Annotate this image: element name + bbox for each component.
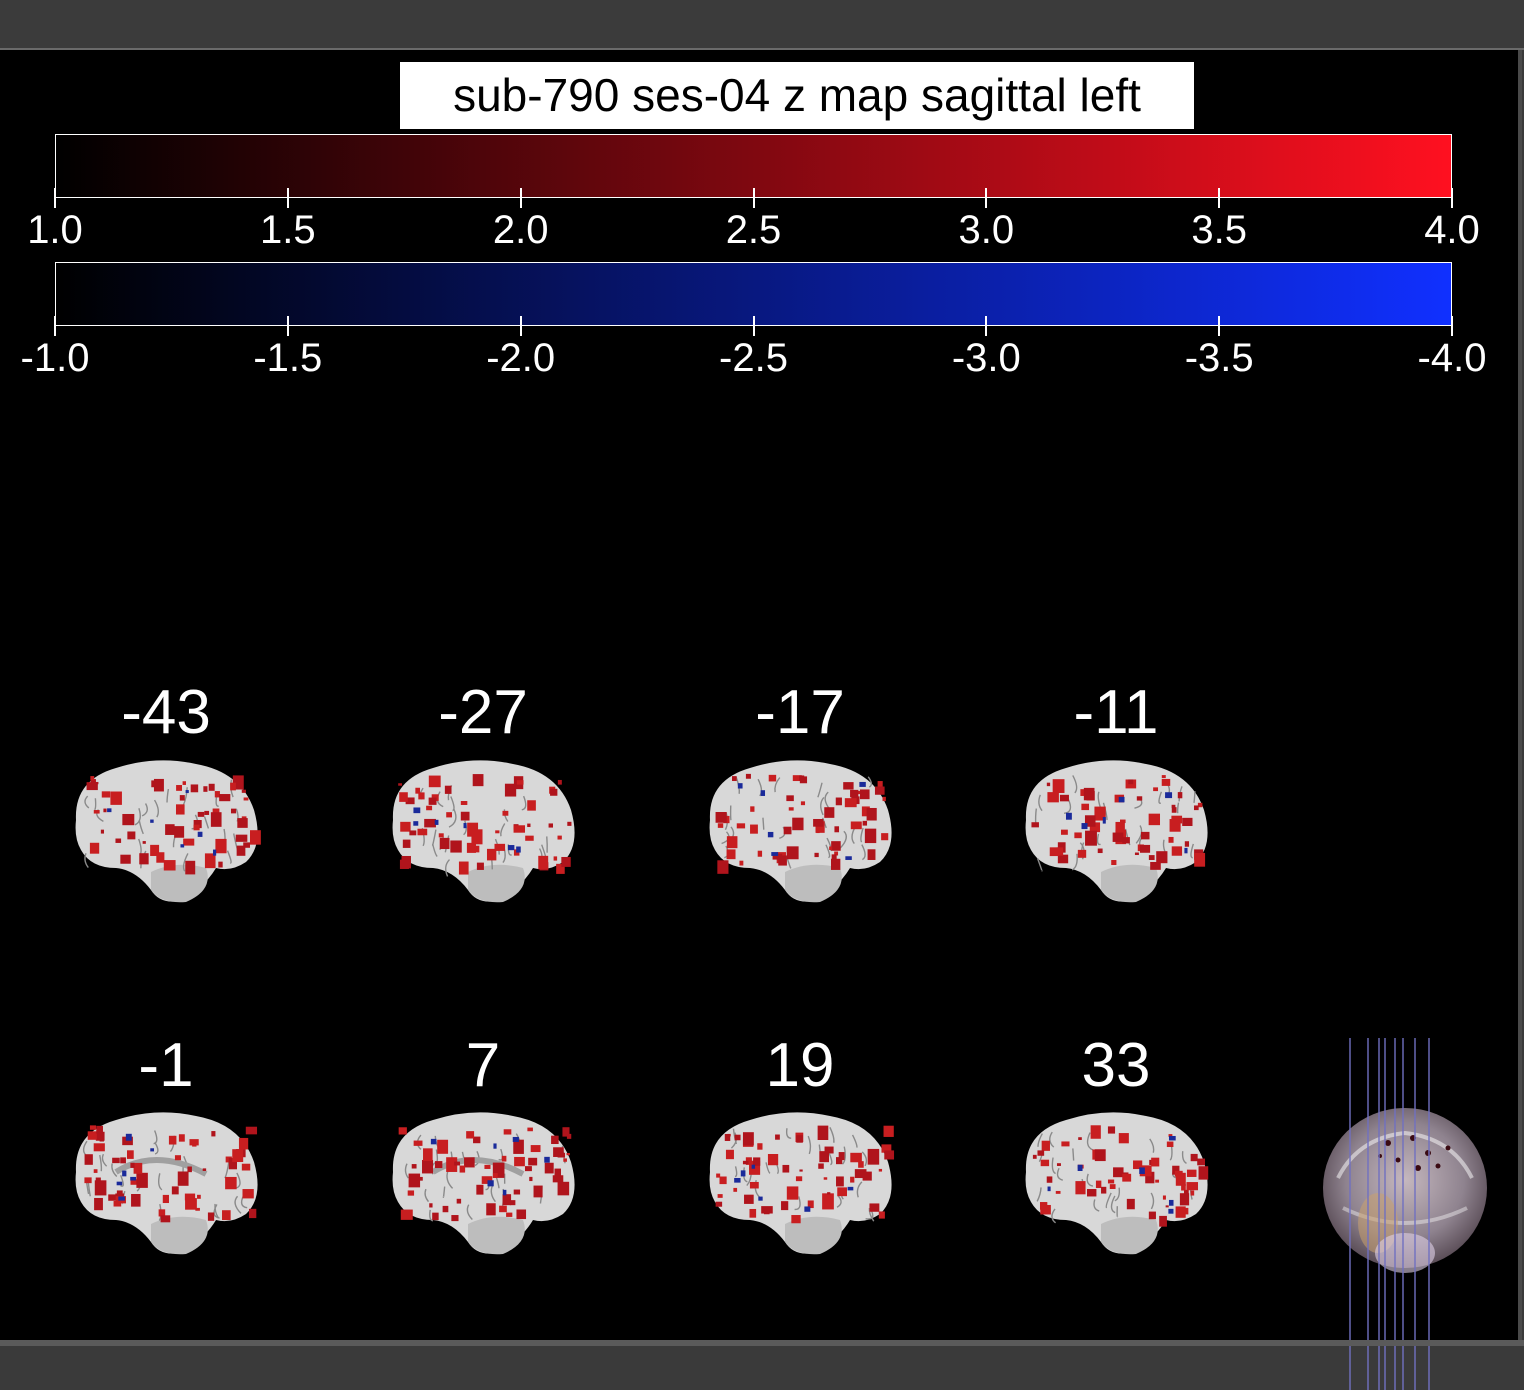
positive-colorbar-tick <box>286 188 289 208</box>
sagittal-brain-slice <box>373 750 593 915</box>
slice-coordinate-label: -27 <box>438 678 528 747</box>
sagittal-brain-slice <box>690 1102 910 1267</box>
positive-colorbar-tick-label: 1.0 <box>27 208 83 252</box>
negative-colorbar-tick-label: -3.5 <box>1184 336 1254 380</box>
positive-colorbar-tick <box>985 188 988 208</box>
negative-colorbar-tick-label: -1.0 <box>20 336 90 380</box>
glass-brain-overview-icon <box>1323 1038 1487 1390</box>
negative-colorbar-tick <box>519 316 522 336</box>
positive-colorbar <box>55 134 1452 198</box>
positive-colorbar-tick <box>519 188 522 208</box>
figure-title: sub-790 ses-04 z map sagittal left <box>400 62 1194 129</box>
sagittal-brain-slice <box>1006 750 1226 915</box>
negative-colorbar-tick <box>752 316 755 336</box>
negative-colorbar-tick-label: -1.5 <box>253 336 323 380</box>
slice-coordinate-label: -43 <box>121 678 211 747</box>
negative-colorbar-tick-label: -2.0 <box>486 336 556 380</box>
positive-colorbar-tick <box>1451 188 1453 208</box>
slice-coordinate-label: -1 <box>138 1031 194 1100</box>
window-title-bar <box>0 0 1524 50</box>
negative-colorbar-tick <box>286 316 289 336</box>
positive-colorbar-tick-label: 3.5 <box>1191 208 1247 252</box>
negative-colorbar-tick <box>1451 316 1453 336</box>
positive-colorbar-tick <box>1218 188 1221 208</box>
negative-colorbar-tick-label: -4.0 <box>1417 336 1487 380</box>
status-bar <box>0 1340 1524 1346</box>
sagittal-brain-slice <box>690 750 910 915</box>
positive-colorbar-tick-label: 4.0 <box>1424 208 1480 252</box>
negative-colorbar <box>55 262 1452 326</box>
positive-colorbar-tick <box>54 188 56 208</box>
negative-colorbar-tick-label: -2.5 <box>719 336 788 380</box>
positive-colorbar-tick-label: 1.5 <box>260 208 316 252</box>
slice-coordinate-label: 33 <box>1081 1031 1151 1100</box>
slice-coordinate-label: 7 <box>465 1031 501 1100</box>
slice-coordinate-label: -17 <box>755 678 845 747</box>
sagittal-brain-slice <box>1006 1102 1226 1267</box>
negative-colorbar-tick <box>985 316 988 336</box>
slice-viewer-canvas[interactable]: sub-790 ses-04 z map sagittal left 1.0 1.… <box>0 50 1522 1390</box>
negative-colorbar-tick <box>54 316 56 336</box>
negative-colorbar-tick <box>1218 316 1221 336</box>
positive-colorbar-tick-label: 2.0 <box>492 208 549 252</box>
sagittal-brain-slice <box>56 1102 276 1267</box>
sagittal-brain-slice <box>373 1102 593 1267</box>
sagittal-brain-slice <box>56 750 276 915</box>
positive-colorbar-tick <box>752 188 755 208</box>
positive-colorbar-tick-label: 2.5 <box>725 208 782 252</box>
slice-coordinate-label: -11 <box>1073 678 1159 747</box>
negative-colorbar-tick-label: -3.0 <box>951 336 1021 380</box>
slice-coordinate-label: 19 <box>765 1031 835 1100</box>
positive-colorbar-tick-label: 3.0 <box>958 208 1015 252</box>
